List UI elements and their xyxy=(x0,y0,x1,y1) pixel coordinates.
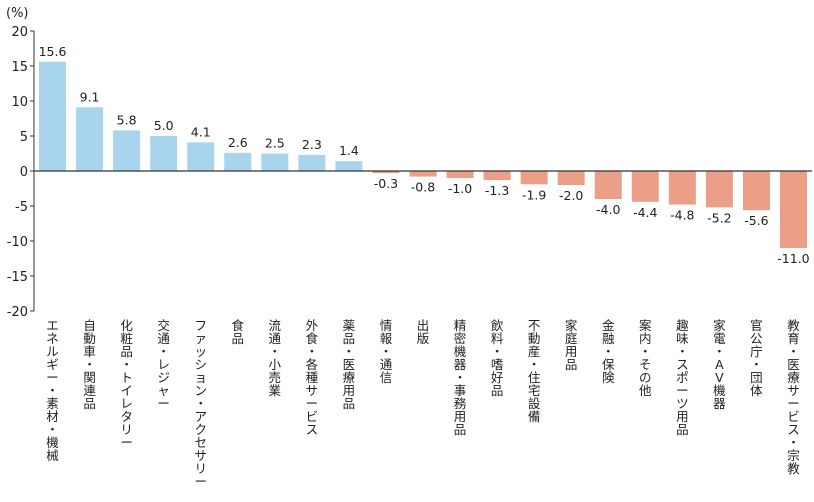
data-label: 2.3 xyxy=(302,137,322,152)
y-tick-label: -15 xyxy=(7,270,28,285)
bar xyxy=(668,171,696,205)
category-label: 交通・レジャー xyxy=(157,318,170,411)
bar xyxy=(520,171,548,185)
category-label: 食品 xyxy=(232,318,245,346)
data-label: 15.6 xyxy=(39,44,67,59)
data-label: 2.6 xyxy=(228,135,248,150)
data-label: 9.1 xyxy=(80,89,100,104)
category-label: エネルギー・素材・機械 xyxy=(46,318,59,463)
category-label: 飲料・嗜好品 xyxy=(491,318,504,398)
category-label: 情報・通信 xyxy=(380,318,393,385)
data-label: -1.9 xyxy=(522,187,546,202)
data-label: 5.0 xyxy=(154,118,174,133)
bar xyxy=(779,171,807,248)
bar xyxy=(224,152,252,171)
category-label: 流通・小売業 xyxy=(269,318,282,398)
category-label: 不動産・住宅設備 xyxy=(528,318,541,424)
category-label: 薬品・医療用品 xyxy=(343,318,356,411)
category-label: 案内・その他 xyxy=(639,318,652,398)
bar xyxy=(557,171,585,185)
bar xyxy=(372,171,400,174)
category-label: 外食・各種サービス xyxy=(306,318,319,437)
data-label: -11.0 xyxy=(777,251,809,266)
data-label: -4.4 xyxy=(633,205,657,220)
category-label: 自動車・関連品 xyxy=(83,318,96,411)
y-tick-label: 0 xyxy=(20,165,28,180)
data-label: 2.5 xyxy=(265,136,285,151)
data-label: -0.3 xyxy=(374,176,398,191)
category-label: 官公庁・団体 xyxy=(750,318,763,398)
bar xyxy=(150,136,178,171)
bar xyxy=(335,161,363,171)
category-label: 精密機器・事務用品 xyxy=(454,318,467,437)
data-label: -0.8 xyxy=(411,180,435,195)
y-axis-ticks: 20 15 10 5 0 -5 -10 -15 -20 xyxy=(7,25,34,320)
bar xyxy=(594,171,622,199)
y-tick-label: 20 xyxy=(11,25,28,40)
category-label: 教育・医療サービス・宗教 xyxy=(787,318,800,476)
data-label: 5.8 xyxy=(117,112,137,127)
bar xyxy=(298,154,326,171)
y-unit-label: (%) xyxy=(6,6,29,21)
y-tick-label: 5 xyxy=(20,130,28,145)
bar xyxy=(409,171,437,177)
category-label: ファッション・アクセサリー xyxy=(194,318,207,489)
data-label: 4.1 xyxy=(191,124,211,139)
data-label: 1.4 xyxy=(339,143,359,158)
data-label: -1.3 xyxy=(485,183,509,198)
bar xyxy=(261,153,289,171)
category-label: 金融・保険 xyxy=(602,318,615,385)
bar xyxy=(76,107,104,171)
bar xyxy=(39,61,67,171)
data-label: -1.0 xyxy=(448,181,472,196)
bars-group xyxy=(39,61,807,248)
data-label: -4.0 xyxy=(596,202,620,217)
data-label: -5.2 xyxy=(707,210,731,225)
y-tick-label: -20 xyxy=(7,305,28,320)
y-tick-label: -10 xyxy=(7,235,28,250)
bar xyxy=(446,171,474,178)
y-tick-label: -5 xyxy=(15,200,28,215)
bar xyxy=(742,171,770,211)
category-label: 趣味・スポーツ用品 xyxy=(676,318,689,437)
bar xyxy=(483,171,511,181)
y-tick-label: 15 xyxy=(11,60,28,75)
category-label: 家庭用品 xyxy=(565,318,578,372)
data-label: -2.0 xyxy=(559,188,583,203)
bar xyxy=(705,171,733,208)
category-label: 出版 xyxy=(417,318,430,346)
data-labels-group: 15.6 9.1 5.8 5.0 4.1 2.6 2.5 2.3 1.4 -0.3 -0.8 -1.0… xyxy=(39,44,810,266)
data-label: -4.8 xyxy=(670,208,694,223)
category-label: 化粧品・トイレタリー xyxy=(120,318,133,450)
category-labels-group: エネルギー・素材・機械 自動車・関連品 化粧品・トイレタリー 交通・レジャー ファッショ… xyxy=(46,318,800,489)
bar xyxy=(631,171,659,202)
category-label: 家電・ A V 機器 xyxy=(713,318,726,411)
data-label: -5.6 xyxy=(744,213,768,228)
bar xyxy=(113,130,141,171)
bar xyxy=(187,142,215,171)
y-tick-label: 10 xyxy=(11,95,28,110)
